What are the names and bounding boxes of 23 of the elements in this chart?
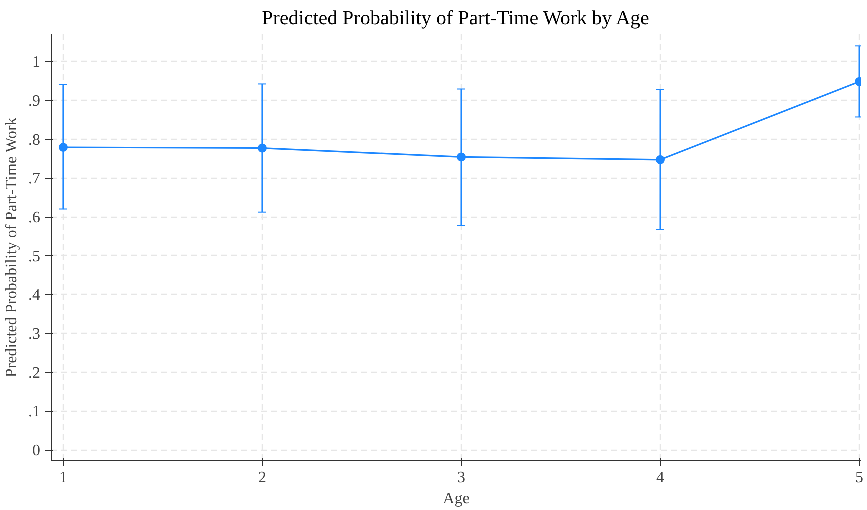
y-tick-label: .4 — [28, 287, 40, 304]
y-tick-label: .3 — [28, 326, 40, 344]
point — [456, 152, 466, 162]
x-tick-label: 2 — [258, 470, 266, 486]
y-axis-title: Predicted Probability of Part-Time Work — [4, 118, 20, 378]
chart-title: Predicted Probability of Part-Time Work by Age — [262, 8, 650, 30]
point — [58, 143, 68, 152]
x-tick-label: 3 — [457, 470, 466, 486]
x-tick-label: 1 — [59, 470, 68, 486]
x-axis-title: Age — [443, 490, 470, 508]
y-tick-label: .1 — [28, 404, 40, 421]
point — [656, 155, 665, 164]
y-tick-label: .2 — [28, 364, 40, 382]
point — [258, 144, 267, 153]
y-tick-label: .5 — [28, 248, 40, 266]
y-tick-label: .7 — [28, 170, 40, 188]
x-tick-label: 5 — [856, 470, 864, 486]
y-tick-label: .6 — [28, 210, 40, 227]
y-tick-label: .9 — [28, 93, 40, 110]
y-tick-label: 0 — [32, 442, 40, 460]
y-tick-label: 1 — [32, 54, 40, 72]
x-tick-label: 4 — [656, 470, 664, 486]
y-tick-label: .8 — [28, 132, 40, 149]
